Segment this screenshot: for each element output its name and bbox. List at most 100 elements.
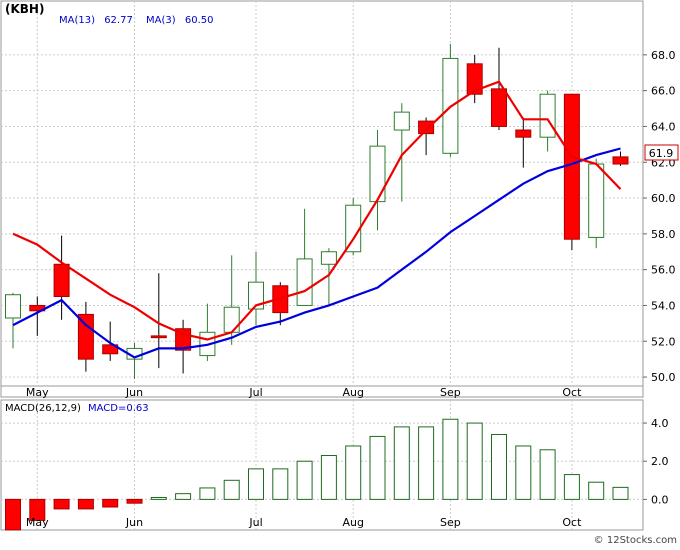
ma3-legend-value: 60.50	[185, 15, 214, 26]
macd-month-label: Jun	[125, 516, 143, 529]
price-panel-frame	[0, 0, 644, 398]
macd-month-label: May	[26, 516, 49, 529]
price-tick-label: 50.0	[651, 371, 676, 384]
macd-bar	[369, 435, 386, 500]
candle-body	[223, 306, 240, 333]
macd-bar	[539, 449, 556, 500]
price-month-label: Jul	[248, 386, 262, 399]
candle	[150, 273, 167, 369]
candle	[102, 321, 119, 361]
candle-body	[491, 88, 507, 127]
price-month-labels: May Jun Jul Aug Sep Oct	[26, 386, 582, 399]
price-month-label: Aug	[342, 386, 363, 399]
macd-bar-series	[5, 418, 629, 531]
ma13-line	[12, 147, 621, 359]
price-tick-label: 68.0	[651, 49, 676, 62]
candle	[612, 151, 629, 166]
candle-body	[5, 294, 21, 319]
candle-body	[393, 111, 410, 131]
last-price-label: 61.9	[649, 147, 674, 160]
macd-month-label: Aug	[342, 516, 363, 529]
candle-body	[77, 313, 94, 360]
macd-bar	[102, 498, 119, 508]
macd-value: MACD=0.63	[88, 403, 149, 414]
macd-bar	[29, 498, 46, 521]
price-month-label: Oct	[562, 386, 582, 399]
price-tick-label: 60.0	[651, 192, 676, 205]
macd-tick-label: 0.0	[651, 493, 669, 506]
last-price-tag	[644, 144, 679, 161]
candle-body	[296, 258, 313, 306]
macd-bar	[612, 486, 629, 500]
ma13-legend-label: MA(13)	[59, 15, 95, 26]
candle-body	[515, 129, 532, 138]
ma13-legend-value: 62.77	[104, 15, 133, 26]
macd-bar	[199, 487, 216, 500]
candle	[466, 54, 483, 104]
price-month-label: Sep	[440, 386, 461, 399]
macd-bar	[466, 422, 483, 500]
macd-bar	[53, 498, 70, 510]
candle	[369, 130, 386, 231]
candle	[53, 235, 70, 320]
macd-bar	[248, 468, 264, 500]
macd-tick-label: 4.0	[651, 417, 669, 430]
watermark: © 12Stocks.com	[594, 535, 677, 546]
macd-bar	[296, 460, 313, 500]
candle-body	[345, 204, 362, 253]
candle-body	[369, 145, 386, 203]
candle	[296, 208, 313, 306]
macd-month-labels: May Jun Jul Aug Sep Oct	[26, 516, 582, 529]
candle	[393, 103, 410, 202]
price-grid	[1, 1, 643, 386]
candle-body	[102, 344, 119, 355]
candle	[418, 117, 435, 156]
macd-month-label: Jul	[248, 516, 262, 529]
candle-body	[320, 251, 337, 265]
macd-tick-label: 2.0	[651, 455, 669, 468]
macd-bar	[272, 468, 289, 500]
macd-title: MACD(26,12,9)	[5, 403, 81, 414]
price-tick-label: 64.0	[651, 120, 676, 133]
macd-month-label: Oct	[562, 516, 582, 529]
price-tick-label: 56.0	[651, 264, 676, 277]
ma3-line	[12, 80, 622, 341]
candle	[588, 158, 605, 249]
macd-bar	[345, 445, 362, 500]
candle	[77, 301, 94, 372]
price-axis-labels: 50.052.054.056.058.060.062.064.066.068.0	[643, 49, 676, 384]
macd-bar	[77, 498, 94, 510]
ma3-legend-label: MA(3)	[146, 15, 176, 26]
macd-month-label: Sep	[440, 516, 461, 529]
macd-bar	[126, 498, 143, 504]
candle-body	[588, 163, 605, 238]
price-tick-label: 58.0	[651, 228, 676, 241]
candle	[515, 117, 532, 168]
macd-bar	[175, 493, 192, 500]
candle	[5, 292, 21, 349]
price-tick-label: 66.0	[651, 85, 676, 98]
candle	[442, 44, 459, 157]
macd-bar	[5, 498, 21, 531]
macd-bar	[588, 481, 605, 500]
macd-bar	[515, 445, 532, 500]
macd-bar	[320, 455, 337, 500]
candle-body	[612, 156, 629, 165]
candle-body	[539, 93, 556, 138]
candle-body	[563, 93, 580, 240]
macd-bar	[418, 426, 435, 500]
candle-body	[150, 335, 167, 339]
candle	[248, 251, 264, 326]
symbol-title: (KBH)	[5, 2, 44, 16]
macd-bar	[150, 496, 167, 500]
macd-axis-labels: 0.0 2.0 4.0	[643, 417, 669, 506]
macd-bar	[563, 474, 580, 500]
macd-bar	[223, 479, 240, 500]
price-tick-label: 54.0	[651, 299, 676, 312]
candle-body	[53, 263, 70, 297]
ma-legend: MA(13) 62.77 MA(3) 60.50	[59, 15, 213, 26]
price-xaxis-band	[0, 385, 644, 398]
macd-bar	[393, 426, 410, 500]
macd-bar	[491, 434, 507, 500]
